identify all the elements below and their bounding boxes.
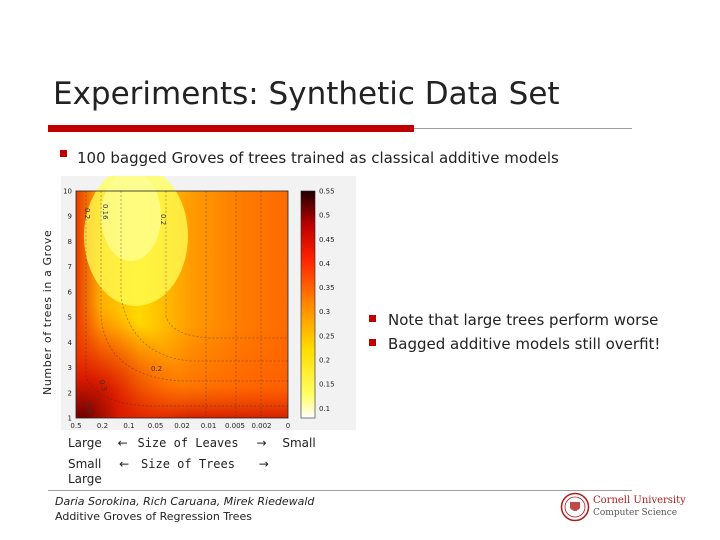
y-tick-label: 6: [68, 288, 73, 296]
x-tick-label: 0.1: [123, 422, 134, 430]
tree-size-note: Small ← Size of Trees →: [68, 457, 269, 471]
heatmap-svg: 0.5 0.2 0.1 0.05 0.02 0.01 0.005 0.002 0 1 2 3 4 5 6 7…: [61, 166, 356, 430]
tree-size-label: Size of Trees: [141, 457, 235, 471]
y-axis-note: Number of trees in a Grove: [41, 229, 54, 395]
title-underline-rule: [414, 128, 632, 129]
cornell-logo: Cornell University Computer Science: [560, 490, 686, 526]
plot-area: [75, 166, 289, 419]
tree-size-left: Small: [68, 457, 102, 471]
y-tick-label: 8: [68, 238, 72, 246]
bullet-marker: [369, 339, 376, 346]
x-tick-label: 0.05: [148, 422, 164, 430]
colorbar-tick-label: 0.25: [319, 332, 335, 340]
colorbar-tick-label: 0.1: [319, 405, 330, 413]
tree-size-right: Large: [68, 472, 102, 486]
arrow-left-icon: ←: [119, 457, 130, 471]
colorbar-tick-label: 0.3: [319, 308, 330, 316]
title-underline-accent: [48, 125, 414, 132]
colorbar-tick-label: 0.35: [319, 284, 335, 292]
x-tick-label: 0.02: [174, 422, 190, 430]
colorbar: [300, 190, 316, 419]
colorbar-tick-label: 0.55: [319, 188, 335, 196]
bullet-marker: [60, 150, 67, 157]
footer-rule: [48, 490, 632, 491]
contour-label: 0.4: [83, 402, 95, 416]
arrow-right-icon: →: [256, 436, 267, 450]
leaf-size-right: Small: [282, 436, 316, 450]
arrow-right-icon: →: [258, 457, 269, 471]
bullet-marker: [369, 315, 376, 322]
y-tick-label: 7: [68, 263, 72, 271]
y-tick-label: 5: [68, 314, 72, 322]
y-tick-label: 9: [68, 213, 72, 221]
y-tick-label: 3: [68, 364, 72, 372]
y-tick-label: 1: [68, 415, 72, 423]
arrow-left-icon: ←: [117, 436, 128, 450]
bullet-text: 100 bagged Groves of trees trained as cl…: [77, 149, 559, 167]
colorbar-tick-label: 0.4: [319, 260, 331, 268]
contour-label: 0.2: [83, 208, 91, 219]
leaf-size-label: Size of Leaves: [137, 436, 239, 450]
slide-title: Experiments: Synthetic Data Set: [53, 76, 560, 112]
x-tick-label: 0.01: [201, 422, 217, 430]
side-bullet-text: Bagged additive models still overfit!: [388, 335, 661, 353]
colorbar-tick-label: 0.2: [319, 357, 330, 365]
contour-label: 0.16: [101, 204, 109, 220]
x-tick-label: 0: [286, 422, 290, 430]
colorbar-tick-label: 0.5: [319, 212, 330, 220]
y-tick-label: 4: [68, 339, 73, 347]
footer-authors: Daria Sorokina, Rich Caruana, Mirek Ried…: [55, 495, 315, 508]
colorbar-tick-label: 0.45: [319, 236, 335, 244]
y-tick-label: 2: [68, 389, 72, 397]
contour-label: 0.3: [97, 379, 108, 392]
x-tick-label: 0.5: [70, 422, 81, 430]
leaf-size-left: Large: [68, 436, 102, 450]
footer-title: Additive Groves of Regression Trees: [55, 510, 252, 523]
logo-university: Cornell University: [593, 495, 686, 506]
contour-label: 0.2: [151, 365, 162, 373]
leaf-size-note: Large ← Size of Leaves → Small: [68, 436, 316, 450]
contour-label: 0.2: [159, 214, 167, 225]
colorbar-tick-label: 0.15: [319, 381, 335, 389]
x-tick-label: 0.002: [251, 422, 271, 430]
seal-icon: [560, 492, 590, 522]
heatmap-figure: 0.5 0.2 0.1 0.05 0.02 0.01 0.005 0.002 0 1 2 3 4 5 6 7…: [61, 166, 356, 430]
side-bullet-text: Note that large trees perform worse: [388, 311, 659, 329]
logo-department: Computer Science: [593, 508, 678, 518]
y-tick-label: 10: [63, 188, 72, 196]
x-tick-label: 0.005: [225, 422, 245, 430]
x-tick-label: 0.2: [97, 422, 108, 430]
